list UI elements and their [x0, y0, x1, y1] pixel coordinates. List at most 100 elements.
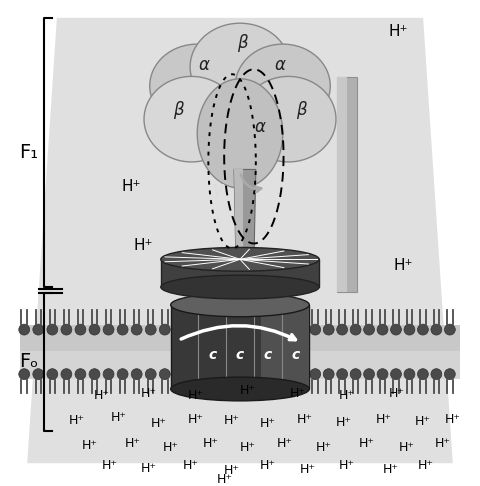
- Text: H⁺: H⁺: [101, 459, 117, 472]
- Circle shape: [103, 324, 114, 335]
- Text: H⁺: H⁺: [125, 437, 141, 450]
- Polygon shape: [161, 260, 319, 287]
- Text: H⁺: H⁺: [94, 389, 109, 402]
- Circle shape: [336, 324, 348, 335]
- Text: H⁺: H⁺: [141, 387, 157, 400]
- Text: H⁺: H⁺: [224, 464, 240, 477]
- Ellipse shape: [161, 247, 319, 271]
- Text: α: α: [199, 55, 210, 73]
- Text: β: β: [297, 101, 307, 119]
- Circle shape: [145, 369, 156, 380]
- Text: H⁺: H⁺: [336, 416, 352, 429]
- Circle shape: [364, 324, 374, 335]
- Polygon shape: [20, 325, 460, 351]
- Circle shape: [323, 324, 334, 335]
- Circle shape: [33, 324, 44, 335]
- Text: H⁺: H⁺: [415, 415, 431, 428]
- Circle shape: [117, 324, 128, 335]
- Circle shape: [350, 324, 361, 335]
- Text: H⁺: H⁺: [339, 459, 355, 472]
- Text: α: α: [254, 118, 265, 136]
- Circle shape: [75, 324, 86, 335]
- Text: H⁺: H⁺: [394, 258, 413, 273]
- Polygon shape: [20, 351, 460, 379]
- Text: H⁺: H⁺: [296, 413, 312, 426]
- Ellipse shape: [235, 44, 330, 128]
- Circle shape: [61, 369, 72, 380]
- Circle shape: [89, 369, 100, 380]
- Text: H⁺: H⁺: [300, 463, 315, 476]
- Circle shape: [391, 369, 401, 380]
- Circle shape: [323, 369, 334, 380]
- Circle shape: [310, 324, 321, 335]
- Text: H⁺: H⁺: [82, 439, 97, 452]
- Circle shape: [159, 369, 170, 380]
- Text: H⁺: H⁺: [240, 441, 256, 454]
- Text: γ: γ: [212, 180, 223, 198]
- Text: H⁺: H⁺: [240, 384, 256, 398]
- Circle shape: [145, 324, 156, 335]
- Text: H⁺: H⁺: [202, 437, 218, 450]
- Circle shape: [364, 369, 374, 380]
- Circle shape: [103, 369, 114, 380]
- Text: H⁺: H⁺: [260, 417, 276, 430]
- Text: H⁺: H⁺: [260, 459, 276, 472]
- Text: c: c: [236, 348, 244, 363]
- Circle shape: [350, 369, 361, 380]
- Ellipse shape: [171, 293, 309, 317]
- Text: H⁺: H⁺: [141, 462, 157, 475]
- Ellipse shape: [144, 76, 239, 162]
- Text: H⁺: H⁺: [445, 413, 461, 426]
- Text: Fₒ: Fₒ: [19, 352, 38, 371]
- Circle shape: [159, 324, 170, 335]
- Circle shape: [404, 369, 415, 380]
- Text: c: c: [291, 348, 300, 363]
- Polygon shape: [234, 170, 256, 264]
- Text: H⁺: H⁺: [133, 238, 153, 253]
- Circle shape: [19, 369, 30, 380]
- Circle shape: [131, 324, 142, 335]
- Ellipse shape: [150, 44, 245, 128]
- Text: H⁺: H⁺: [151, 417, 167, 430]
- Ellipse shape: [161, 275, 319, 299]
- Circle shape: [418, 369, 428, 380]
- Circle shape: [418, 324, 428, 335]
- Text: H⁺: H⁺: [111, 411, 127, 424]
- Text: H⁺: H⁺: [339, 389, 355, 402]
- Text: H⁺: H⁺: [418, 459, 434, 472]
- Text: H⁺: H⁺: [359, 437, 375, 450]
- Text: H⁺: H⁺: [375, 413, 392, 426]
- Text: c: c: [208, 348, 216, 363]
- Text: F₁: F₁: [19, 143, 38, 162]
- Circle shape: [444, 369, 456, 380]
- Circle shape: [391, 324, 401, 335]
- Text: c: c: [264, 348, 272, 363]
- Circle shape: [131, 369, 142, 380]
- Text: α: α: [275, 55, 286, 73]
- Polygon shape: [337, 77, 357, 292]
- Ellipse shape: [190, 23, 290, 111]
- Circle shape: [310, 369, 321, 380]
- Circle shape: [117, 369, 128, 380]
- Text: H⁺: H⁺: [224, 414, 240, 427]
- Text: H⁺: H⁺: [163, 441, 179, 454]
- Text: H⁺: H⁺: [188, 389, 204, 402]
- Circle shape: [61, 324, 72, 335]
- Circle shape: [336, 369, 348, 380]
- Circle shape: [431, 369, 442, 380]
- Text: β: β: [237, 34, 248, 52]
- Circle shape: [19, 324, 30, 335]
- Circle shape: [89, 324, 100, 335]
- Text: H⁺: H⁺: [69, 414, 84, 427]
- Text: H⁺: H⁺: [388, 387, 404, 400]
- Text: H⁺: H⁺: [383, 463, 398, 476]
- Text: H⁺: H⁺: [289, 387, 305, 400]
- Circle shape: [33, 369, 44, 380]
- Text: H⁺: H⁺: [389, 24, 408, 39]
- Circle shape: [47, 369, 58, 380]
- Circle shape: [377, 324, 388, 335]
- Circle shape: [75, 369, 86, 380]
- Ellipse shape: [171, 377, 309, 401]
- Circle shape: [377, 369, 388, 380]
- Text: H⁺: H⁺: [398, 441, 414, 454]
